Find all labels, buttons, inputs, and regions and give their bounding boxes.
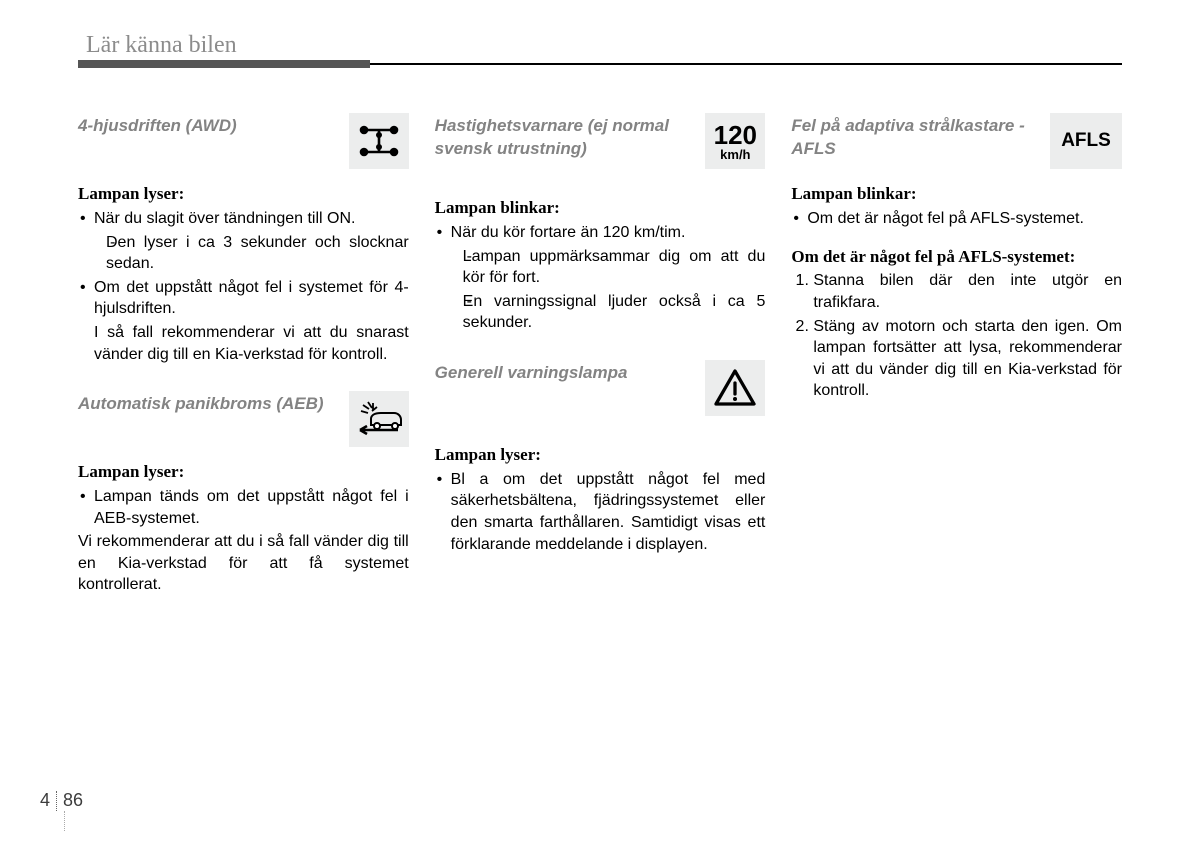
subhead: Lampan blinkar:: [435, 197, 766, 220]
aeb-icon: [349, 391, 409, 447]
page-num-separator: [56, 791, 57, 811]
indented-text: I så fall rekommenderar vi att du snaras…: [94, 322, 409, 365]
subhead: Lampan lyser:: [435, 444, 766, 467]
sub-item: En varningssignal ljuder också i ca 5 se…: [451, 291, 766, 334]
page-number: 4 86: [40, 790, 83, 811]
chapter-title: Lär känna bilen: [86, 32, 1122, 59]
body-list: Bl a om det uppstått något fel med säker…: [435, 469, 766, 555]
body-list: När du slagit över tändningen till ON. D…: [78, 208, 409, 365]
sub-item: Den lyser i ca 3 sekunder och slocknar s…: [94, 232, 409, 275]
list-item: När du kör fortare än 120 km/tim. Lampan…: [435, 222, 766, 334]
list-item: Stäng av motorn och starta den igen. Om …: [813, 316, 1122, 402]
section-title: Hastighetsvarnare (ej normal svensk utru…: [435, 113, 696, 169]
section-head-warn: Generell varningslampa: [435, 360, 766, 416]
dotted-line: [64, 811, 65, 831]
section-head-speed: Hastighetsvarnare (ej normal svensk utru…: [435, 113, 766, 169]
subhead: Lampan lyser:: [78, 461, 409, 484]
paragraph: Vi rekommenderar att du i så fall vänder…: [78, 531, 409, 596]
section-title: Generell varningslampa: [435, 360, 696, 416]
section-head-afls: Fel på adaptiva strålkastare - AFLS AFLS: [791, 113, 1122, 169]
body-list: När du kör fortare än 120 km/tim. Lampan…: [435, 222, 766, 334]
speed-icon: 120 km/h: [705, 113, 765, 169]
numbered-list: Stanna bilen där den inte utgör en trafi…: [791, 270, 1122, 402]
content-columns: 4-hjusdriften (AWD): [78, 113, 1122, 596]
section-title: 4-hjusdriften (AWD): [78, 113, 339, 169]
manual-page: Lär känna bilen 4-hjusdriften (AWD): [0, 0, 1200, 596]
column-2: Hastighetsvarnare (ej normal svensk utru…: [435, 113, 766, 596]
section-title: Automatisk panikbroms (AEB): [78, 391, 339, 447]
subhead: Om det är något fel på AFLS-systemet:: [791, 246, 1122, 269]
column-1: 4-hjusdriften (AWD): [78, 113, 409, 596]
horizontal-rule: [78, 63, 1122, 65]
list-item: Stanna bilen där den inte utgör en trafi…: [813, 270, 1122, 313]
awd-icon: [349, 113, 409, 169]
section-head-aeb: Automatisk panikbroms (AEB): [78, 391, 409, 447]
subhead: Lampan blinkar:: [791, 183, 1122, 206]
list-item: Lampan tänds om det uppstått något fel i…: [78, 486, 409, 529]
sub-item: Lampan uppmärksammar dig om att du kör f…: [451, 246, 766, 289]
column-3: Fel på adaptiva strålkastare - AFLS AFLS…: [791, 113, 1122, 596]
list-item: Om det uppstått något fel i systemet för…: [78, 277, 409, 365]
section-head-awd: 4-hjusdriften (AWD): [78, 113, 409, 169]
list-item: Bl a om det uppstått något fel med säker…: [435, 469, 766, 555]
section-title: Fel på adaptiva strålkastare - AFLS: [791, 113, 1040, 169]
list-item: Om det är något fel på AFLS-systemet.: [791, 208, 1122, 230]
body-list: Om det är något fel på AFLS-systemet.: [791, 208, 1122, 230]
body-list: Lampan tänds om det uppstått något fel i…: [78, 486, 409, 529]
list-item: När du slagit över tändningen till ON. D…: [78, 208, 409, 275]
afls-icon: AFLS: [1050, 113, 1122, 169]
subhead: Lampan lyser:: [78, 183, 409, 206]
warning-triangle-icon: [705, 360, 765, 416]
